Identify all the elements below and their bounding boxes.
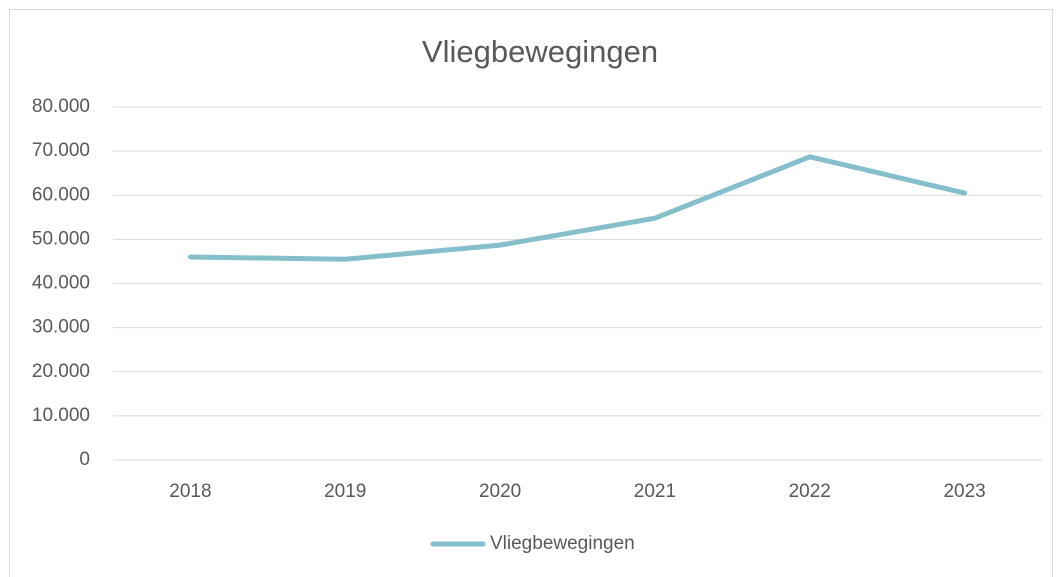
chart-title: Vliegbewegingen	[422, 34, 658, 69]
legend-label: Vliegbewegingen	[490, 533, 635, 554]
y-tick-label: 20.000	[32, 361, 90, 382]
data-line	[187, 154, 968, 262]
y-tick-label: 40.000	[32, 273, 90, 294]
chart-frame	[9, 9, 1053, 577]
x-tick-label: 2023	[943, 481, 985, 502]
y-tick-label: 60.000	[32, 184, 90, 205]
x-tick-label: 2022	[789, 481, 831, 502]
x-tick-label: 2020	[479, 481, 521, 502]
y-tick-label: 50.000	[32, 228, 90, 249]
y-tick-label: 70.000	[32, 140, 90, 161]
y-tick-label: 10.000	[32, 405, 90, 426]
x-tick-label: 2021	[634, 481, 676, 502]
y-tick-label: 80.000	[32, 96, 90, 117]
x-tick-label: 2018	[169, 481, 211, 502]
x-tick-label: 2019	[324, 481, 366, 502]
y-tick-label: 30.000	[32, 317, 90, 338]
y-tick-label: 0	[79, 449, 90, 470]
